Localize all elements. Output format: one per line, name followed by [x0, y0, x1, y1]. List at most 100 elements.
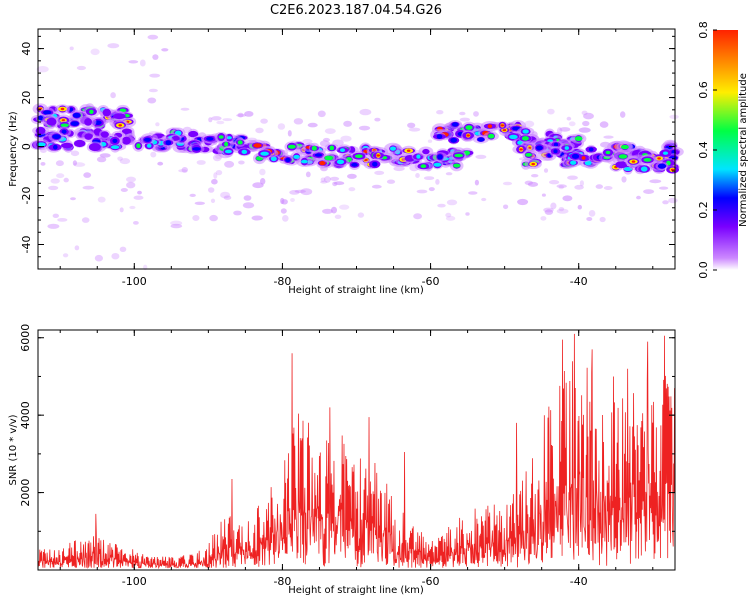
spectrogram-noise-blob — [289, 190, 300, 195]
spectrogram-peak — [285, 157, 291, 163]
spectrogram-peak — [436, 134, 443, 140]
spectrogram-noise-blob — [147, 34, 159, 40]
spectrogram-noise-blob — [332, 181, 338, 187]
spectrogram-noise-blob — [181, 167, 188, 173]
spectrogram-noise-blob — [62, 253, 69, 258]
spectrogram-noise-blob — [126, 176, 136, 183]
spectrogram-peak — [110, 145, 120, 149]
spectrogram-noise-blob — [139, 59, 146, 67]
spectrogram-noise-blob — [320, 177, 326, 183]
spectrogram-noise-blob — [435, 179, 440, 185]
spectrogram-x-tick-label: -80 — [273, 275, 291, 288]
spectrogram-noise-blob — [371, 184, 382, 189]
spectrogram-noise-blob — [428, 187, 435, 192]
spectrogram-noise-blob — [329, 176, 340, 181]
spectrogram-noise-blob — [76, 65, 86, 71]
spectrogram-peak — [574, 136, 583, 142]
spectrogram-noise-blob — [446, 199, 458, 206]
spectrogram-peak — [570, 160, 577, 165]
spectrogram-noise-blob — [583, 112, 594, 120]
spectrogram-noise-blob — [178, 169, 188, 173]
spectrogram-peak — [618, 154, 628, 159]
spectrogram-peak — [112, 138, 118, 143]
spectrogram-noise-blob — [259, 168, 266, 176]
spectrogram-noise-blob — [280, 197, 285, 205]
spectrogram-peak — [522, 129, 529, 134]
spectrogram-hot — [500, 124, 505, 127]
spectrogram-noise-blob — [415, 173, 420, 178]
spectrogram-peak — [287, 144, 296, 149]
spectrogram-y-tick-label: 0 — [20, 143, 33, 150]
spectrogram-peak — [218, 135, 224, 139]
spectrogram-noise-blob — [81, 217, 90, 223]
spectrogram-peak — [453, 163, 461, 168]
spectrogram-noise-blob — [544, 209, 554, 215]
spectrogram-noise-blob — [63, 177, 69, 183]
spectrogram-x-tick-label: -40 — [570, 275, 588, 288]
spectrogram-noise-blob — [445, 215, 456, 221]
spectrogram-peak — [640, 166, 648, 172]
spectrogram-peak — [206, 137, 214, 141]
spectrogram-peak — [351, 162, 358, 167]
spectrogram-noise-blob — [669, 114, 679, 119]
spectrogram-noise-blob — [320, 180, 328, 184]
spectrogram-peak — [564, 146, 569, 150]
spectrogram-noise-blob — [357, 212, 365, 218]
spectrogram-noise-blob — [579, 180, 585, 187]
spectrogram-noise-blob — [211, 116, 222, 121]
spectrogram-noise-blob — [343, 120, 352, 127]
spectrogram-peak — [450, 137, 458, 143]
spectrogram-noise-blob — [157, 161, 164, 166]
spectrogram-blob — [74, 139, 86, 148]
spectrogram-blob — [113, 113, 126, 120]
spectrogram-peak — [237, 140, 243, 145]
spectrogram-blob — [171, 135, 180, 141]
colorbar-gradient — [713, 30, 738, 270]
spectrogram-peak — [293, 154, 300, 159]
spectrogram-noise-blob — [293, 118, 304, 125]
spectrogram-hot — [657, 157, 661, 160]
spectrogram-noise-blob — [213, 172, 218, 179]
spectrogram-peak — [605, 150, 611, 155]
spectrogram-noise-blob — [294, 189, 306, 193]
snr-y-tick-label: 4000 — [19, 401, 32, 429]
spectrogram-noise-blob — [56, 173, 65, 179]
spectrogram-noise-blob — [243, 195, 252, 201]
spectrogram-blob — [422, 148, 430, 155]
spectrogram-noise-blob — [238, 160, 245, 165]
snr-panel: -100 -80 -60 -40 2000 4000 6000 Height of stra… — [8, 324, 676, 596]
spectrogram-noise-blob — [170, 223, 183, 229]
spectrogram-x-axis-label: Height of straight line (km) — [288, 285, 424, 296]
spectrogram-noise-blob — [69, 46, 74, 51]
spectrogram-noise-blob — [621, 176, 627, 183]
spectrogram-noise-blob — [517, 198, 529, 206]
spectrogram-noise-blob — [300, 188, 313, 196]
spectrogram-peak — [416, 154, 421, 159]
spectrogram-noise-blob — [133, 195, 144, 200]
spectrogram-noise-blob — [152, 54, 159, 60]
colorbar-tick-label: 0.4 — [697, 141, 710, 159]
spectrogram-hot — [519, 148, 523, 151]
spectrogram-blob — [121, 128, 132, 135]
spectrogram-peak — [60, 123, 69, 128]
spectrogram-hot — [118, 124, 122, 127]
spectrogram-hot — [502, 128, 507, 132]
spectrogram-peak — [662, 151, 669, 155]
spectrogram-noise-blob — [40, 162, 46, 166]
spectrogram-noise-blob — [359, 108, 372, 116]
spectrogram-peak — [621, 144, 629, 150]
chart-title: C2E6.2023.187.04.54.G26 — [270, 3, 442, 18]
spectrogram-noise-blob — [82, 185, 95, 190]
spectrogram-hot — [488, 125, 492, 128]
spectrogram-noise-blob — [242, 202, 255, 209]
spectrogram-noise-blob — [180, 107, 190, 111]
spectrogram-noise-blob — [210, 198, 216, 203]
spectrogram-noise-blob — [251, 215, 263, 221]
spectrogram-noise-blob — [126, 181, 136, 189]
spectrogram-noise-blob — [107, 43, 120, 49]
spectrogram-peak — [451, 122, 459, 127]
spectrogram-noise-blob — [649, 179, 662, 184]
spectrogram-peak — [509, 134, 518, 140]
spectrogram-peak — [314, 153, 322, 157]
spectrogram-noise-blob — [47, 223, 60, 229]
